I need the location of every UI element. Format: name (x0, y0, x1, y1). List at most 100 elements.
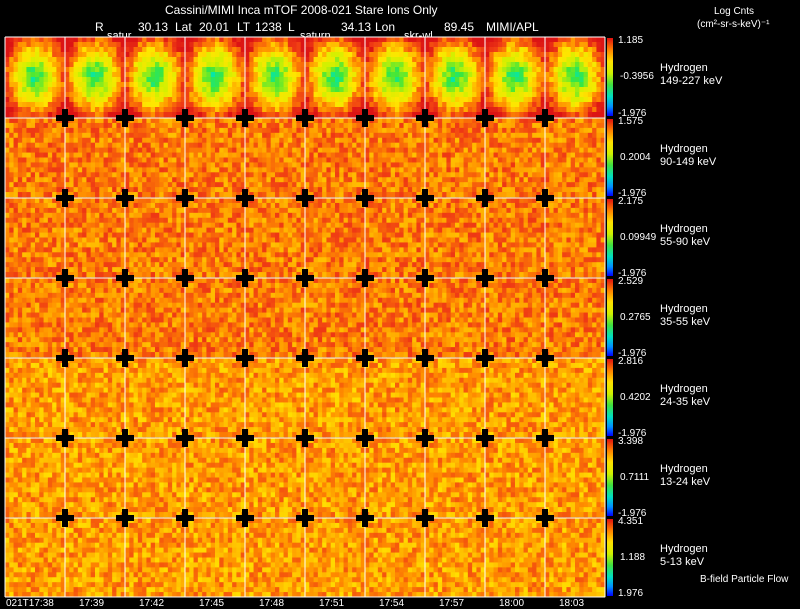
heatmap-cell (65, 77, 70, 83)
heatmap-cell (185, 102, 190, 108)
heatmap-cell (416, 97, 422, 103)
heatmap-cell (339, 62, 344, 68)
heatmap-cell (463, 192, 469, 198)
heatmap-cell (103, 152, 109, 158)
heatmap-cell (26, 137, 32, 144)
heatmap-cell (107, 122, 113, 129)
heatmap-cell (433, 142, 439, 149)
heatmap-cell (420, 77, 426, 83)
heatmap-cell (95, 222, 100, 229)
heatmap-cell (587, 87, 593, 93)
heatmap-cell (193, 147, 199, 153)
heatmap-cell (73, 227, 79, 233)
heatmap-cell (159, 77, 164, 83)
heatmap-cell (369, 172, 374, 178)
heatmap-cell (223, 62, 229, 68)
heatmap-cell (26, 37, 32, 43)
heatmap-cell (600, 67, 606, 73)
heatmap-cell (77, 77, 83, 83)
heatmap-cell (532, 37, 537, 43)
heatmap-cell (377, 92, 383, 98)
heatmap-cell (562, 42, 567, 48)
heatmap-cell (279, 118, 284, 124)
heatmap-cell (446, 62, 452, 68)
heatmap-cell (5, 147, 10, 153)
heatmap-cell (43, 252, 49, 258)
heatmap-cell (497, 112, 503, 118)
heatmap-cell (442, 92, 447, 98)
heatmap-cell (373, 142, 379, 149)
heatmap-cell (373, 42, 379, 48)
heatmap-cell (120, 262, 126, 268)
heatmap-cell (412, 157, 417, 163)
heatmap-cell (493, 47, 499, 53)
heatmap-cell (472, 102, 477, 108)
heatmap-cell (26, 72, 32, 78)
heatmap-cell (592, 112, 597, 118)
heatmap-cell (150, 118, 156, 124)
heatmap-cell (575, 127, 580, 134)
heatmap-cell (125, 167, 130, 173)
heatmap-cell (433, 162, 439, 168)
heatmap-cell (549, 157, 554, 163)
heatmap-cell (56, 172, 62, 178)
heatmap-cell (557, 112, 563, 118)
heatmap-cell (193, 192, 199, 198)
heatmap-cell (99, 82, 104, 88)
heatmap-cell (292, 187, 297, 193)
heatmap-cell (249, 57, 254, 63)
heatmap-cell (279, 147, 284, 153)
heatmap-cell (442, 102, 447, 108)
heatmap-cell (129, 217, 134, 224)
heatmap-cell (262, 162, 267, 168)
heatmap-cell (26, 257, 32, 263)
heatmap-cell (30, 227, 36, 233)
heatmap-cell (133, 107, 139, 113)
heatmap-cell (52, 167, 57, 173)
heatmap-cell (279, 177, 284, 183)
heatmap-cell (305, 67, 310, 73)
heatmap-cell (223, 127, 229, 134)
heatmap-cell (287, 157, 293, 163)
heatmap-cell (360, 142, 366, 149)
heatmap-cell (442, 118, 447, 124)
heatmap-cell (60, 242, 66, 248)
heatmap-cell (270, 122, 276, 129)
heatmap-cell (292, 147, 297, 153)
heatmap-cell (202, 172, 207, 178)
heatmap-cell (107, 37, 113, 43)
heatmap-cell (279, 132, 284, 139)
heatmap-cell (30, 207, 36, 214)
heatmap-cell (172, 137, 177, 144)
heatmap-cell (69, 42, 74, 48)
heatmap-cell (193, 122, 199, 129)
heatmap-cell (442, 157, 447, 163)
heatmap-cell (30, 192, 36, 198)
heatmap-cell (502, 87, 507, 93)
heatmap-cell (26, 92, 32, 98)
heatmap-cell (189, 67, 194, 73)
heatmap-cell (120, 177, 126, 183)
heatmap-cell (343, 187, 349, 193)
heatmap-cell (587, 57, 593, 63)
heatmap-cell (95, 162, 100, 168)
heatmap-cell (369, 187, 374, 193)
heatmap-cell (30, 187, 36, 193)
heatmap-cell (313, 172, 319, 178)
heatmap-cell (95, 242, 100, 248)
heatmap-cell (146, 112, 152, 118)
heatmap-cell (125, 252, 130, 258)
heatmap-cell (592, 107, 597, 113)
heatmap-cell (540, 37, 546, 43)
heatmap-cell (13, 87, 19, 93)
heatmap-cell (236, 162, 242, 168)
heatmap-cell (5, 62, 10, 68)
heatmap-cell (467, 77, 473, 83)
heatmap-cell (305, 82, 310, 88)
heatmap-cell (103, 107, 109, 113)
heatmap-cell (283, 67, 289, 73)
heatmap-cell (13, 162, 19, 168)
heatmap-cell (557, 167, 563, 173)
heatmap-cell (43, 227, 49, 233)
heatmap-cell (476, 122, 482, 129)
